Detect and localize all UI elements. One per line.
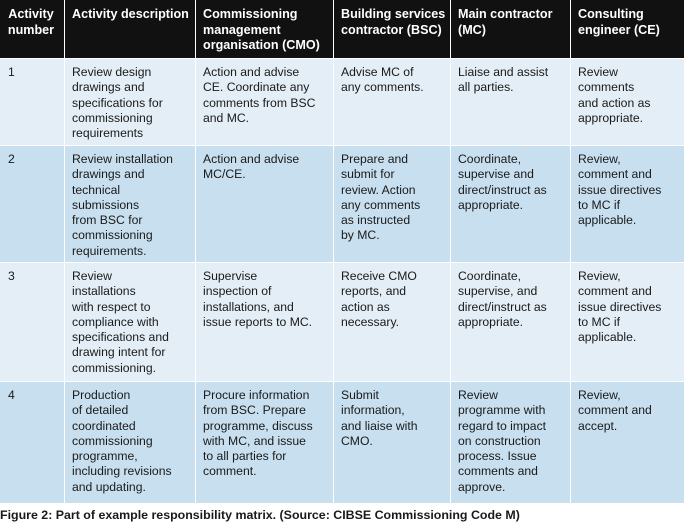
- figure-caption: Figure 2: Part of example responsibility…: [0, 508, 520, 522]
- mc-cell: Liaise and assist all parties.: [450, 59, 570, 145]
- activity-number-cell: 2: [8, 152, 15, 166]
- table-row: 1 Review design drawings and specificati…: [0, 59, 684, 146]
- header-activity-description: Activity description: [64, 0, 195, 58]
- cmo-cell: Action and advise CE. Coordinate any com…: [195, 59, 333, 145]
- header-row: Activity number Activity description Com…: [0, 0, 684, 59]
- activity-number-cell: 4: [8, 388, 15, 402]
- header-bsc: Building services contractor (BSC): [333, 0, 450, 58]
- table-row: 2 Review installation drawings and techn…: [0, 146, 684, 263]
- header-ce: Consulting engineer (CE): [570, 0, 684, 58]
- ce-cell: Review, comment and issue directives to …: [570, 146, 684, 262]
- bsc-cell: Prepare and submit for review. Action an…: [333, 146, 450, 262]
- mc-cell: Coordinate, supervise and direct/instruc…: [450, 146, 570, 262]
- activity-description-cell: Production of detailed coordinated commi…: [64, 382, 195, 503]
- ce-cell: Review, comment and issue directives to …: [570, 263, 684, 381]
- responsibility-matrix: Activity number Activity description Com…: [0, 0, 684, 503]
- cmo-cell: Supervise inspection of installations, a…: [195, 263, 333, 381]
- activity-description-cell: Review design drawings and specification…: [64, 59, 195, 145]
- cmo-cell: Procure information from BSC. Prepare pr…: [195, 382, 333, 503]
- bsc-cell: Receive CMO reports, and action as neces…: [333, 263, 450, 381]
- bsc-cell: Submit information, and liaise with CMO.: [333, 382, 450, 503]
- mc-cell: Review programme with regard to impact o…: [450, 382, 570, 503]
- cmo-cell: Action and advise MC/CE.: [195, 146, 333, 262]
- header-cmo: Commissioning management organisation (C…: [195, 0, 333, 58]
- mc-cell: Coordinate, supervise, and direct/instru…: [450, 263, 570, 381]
- header-activity-number: Activity number: [7, 7, 55, 37]
- table-row: 3 Review installations with respect to c…: [0, 263, 684, 382]
- activity-number-cell: 1: [8, 65, 15, 79]
- header-mc: Main contractor (MC): [450, 0, 570, 58]
- activity-description-cell: Review installations with respect to com…: [64, 263, 195, 381]
- activity-description-cell: Review installation drawings and technic…: [64, 146, 195, 262]
- table-row: 4 Production of detailed coordinated com…: [0, 382, 684, 503]
- activity-number-cell: 3: [8, 269, 15, 283]
- ce-cell: Review comments and action as appropriat…: [570, 59, 684, 145]
- bsc-cell: Advise MC of any comments.: [333, 59, 450, 145]
- ce-cell: Review, comment and accept.: [570, 382, 684, 503]
